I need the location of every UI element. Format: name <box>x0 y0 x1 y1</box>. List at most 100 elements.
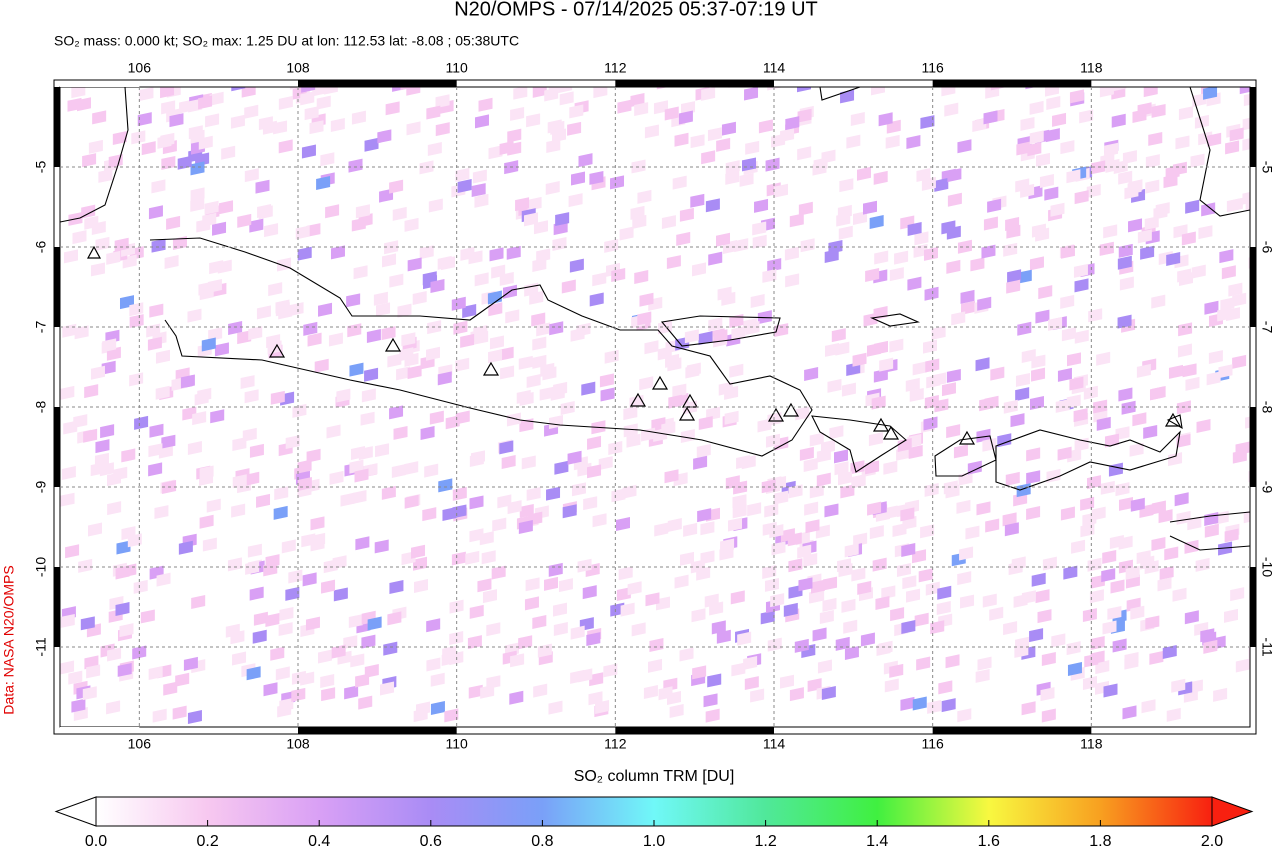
background-pixel <box>1006 224 1021 239</box>
background-pixel <box>788 558 803 573</box>
background-pixel <box>930 620 945 635</box>
background-pixel <box>449 599 464 614</box>
background-pixel <box>249 218 264 233</box>
background-pixel <box>1129 442 1144 457</box>
background-pixel <box>1079 109 1094 124</box>
background-pixel <box>321 687 336 702</box>
background-pixel <box>343 635 358 650</box>
background-pixel <box>1013 492 1028 507</box>
background-pixel <box>1194 114 1209 129</box>
background-pixel <box>61 466 76 481</box>
background-pixel <box>957 708 972 723</box>
background-pixel <box>350 446 365 460</box>
background-pixel <box>1132 109 1147 124</box>
background-pixel <box>1099 87 1114 98</box>
background-pixel <box>1172 161 1187 176</box>
background-pixel <box>270 390 285 405</box>
background-pixel <box>616 517 631 531</box>
colorbar-tick-label: 0.4 <box>308 833 330 850</box>
background-pixel <box>960 594 975 609</box>
coast-sumbawa <box>995 429 1181 491</box>
background-pixel <box>428 198 443 213</box>
background-pixel <box>1140 245 1155 260</box>
background-pixel <box>850 111 865 126</box>
background-pixel <box>957 239 972 254</box>
colorbar-tick-label: 1.4 <box>866 833 888 850</box>
background-pixel <box>333 587 348 602</box>
frame-bar <box>54 247 60 327</box>
background-pixel <box>382 253 397 268</box>
frame-bar <box>298 80 457 87</box>
background-pixel <box>1136 363 1151 378</box>
background-pixel <box>672 383 687 398</box>
background-pixel <box>690 193 705 208</box>
background-pixel <box>252 629 267 644</box>
background-pixel <box>387 353 402 368</box>
background-pixel <box>1010 413 1025 428</box>
background-pixel <box>407 365 422 380</box>
background-pixel <box>901 543 916 557</box>
background-pixel <box>555 212 570 227</box>
background-pixel <box>1143 424 1158 439</box>
background-pixel <box>983 110 998 125</box>
background-pixel <box>1162 645 1177 660</box>
background-pixel <box>231 87 246 92</box>
background-pixel <box>311 532 326 547</box>
background-pixel <box>412 290 427 305</box>
background-pixel <box>667 517 682 532</box>
background-pixel <box>783 602 798 617</box>
background-pixel <box>1201 202 1216 217</box>
background-pixel <box>1026 447 1041 462</box>
background-pixel <box>909 387 924 402</box>
background-pixel <box>631 622 646 637</box>
background-pixel <box>482 589 497 604</box>
background-pixel <box>491 565 506 580</box>
background-pixel <box>1110 579 1125 594</box>
background-pixel <box>310 516 325 531</box>
background-pixel <box>1163 174 1178 189</box>
background-pixel <box>348 158 363 173</box>
background-pixel <box>622 484 637 499</box>
background-pixel <box>318 649 333 664</box>
background-pixel <box>1223 72 1237 86</box>
background-pixel <box>518 355 533 370</box>
background-pixel <box>190 197 205 212</box>
background-pixel <box>1168 364 1183 379</box>
background-pixel <box>121 448 136 463</box>
background-pixel <box>965 525 980 540</box>
background-pixel <box>894 250 909 265</box>
background-pixel <box>797 544 812 559</box>
background-pixel <box>420 426 435 441</box>
background-pixel <box>1111 113 1126 128</box>
background-pixel <box>1057 367 1072 382</box>
background-pixel <box>438 478 453 493</box>
background-pixel <box>376 302 391 317</box>
background-pixel <box>870 87 885 96</box>
background-pixel <box>367 616 382 631</box>
background-pixel <box>499 346 514 361</box>
background-pixel <box>481 550 496 565</box>
background-pixel <box>426 657 441 672</box>
background-pixel <box>62 323 77 338</box>
background-pixel <box>692 262 707 277</box>
background-pixel <box>696 443 711 458</box>
background-pixel <box>274 486 289 501</box>
background-pixel <box>851 567 866 582</box>
background-pixel <box>300 91 315 106</box>
background-pixel <box>589 292 604 307</box>
background-pixel <box>306 223 321 238</box>
background-pixel <box>270 646 285 661</box>
background-pixel <box>430 279 445 294</box>
background-pixel <box>65 544 80 559</box>
background-pixel <box>568 193 583 208</box>
background-pixel <box>1039 174 1054 188</box>
background-pixel <box>924 482 939 497</box>
background-pixel <box>900 696 915 711</box>
background-pixel <box>765 157 780 172</box>
background-pixel <box>797 108 812 123</box>
frame-bar <box>54 87 60 167</box>
background-pixel <box>1232 292 1247 307</box>
background-pixel <box>1184 610 1199 625</box>
background-pixel <box>1245 414 1250 429</box>
background-pixel <box>592 513 607 528</box>
